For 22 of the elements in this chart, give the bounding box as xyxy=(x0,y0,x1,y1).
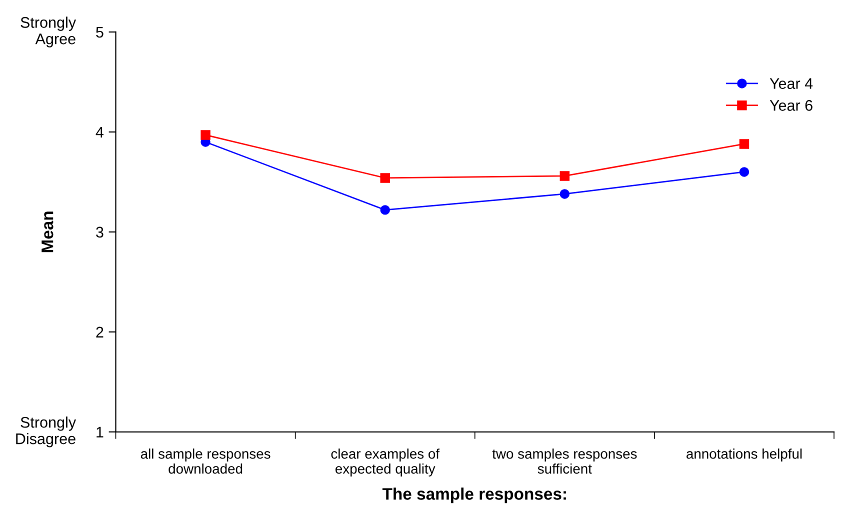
x-tick-label: annotations helpful xyxy=(686,448,802,462)
y-tick-label: 4 xyxy=(96,126,104,138)
y-tick-label: 1 xyxy=(96,426,104,438)
point xyxy=(739,139,750,149)
x-tick-label: two samples responses sufficient xyxy=(492,448,637,474)
point xyxy=(200,130,210,140)
y-tick-label: 2 xyxy=(96,326,104,338)
x-axis-title: The sample responses: xyxy=(382,488,566,504)
x-tick-label: all sample responses downloaded xyxy=(140,448,270,474)
point xyxy=(560,189,570,199)
legend-label: Year 6 xyxy=(770,100,812,111)
x-tick-label: clear examples of expected quality xyxy=(331,448,440,476)
point xyxy=(560,171,570,181)
point xyxy=(739,167,750,177)
y-tick-label: 5 xyxy=(96,27,104,38)
text: Strongly Agree xyxy=(20,16,76,48)
text: Strongly Disagree xyxy=(16,416,76,448)
point xyxy=(380,173,390,183)
legend-label: Year 4 xyxy=(770,78,813,89)
y-axis-title: Mean xyxy=(42,212,54,252)
point xyxy=(380,205,390,215)
y-tick-label: 3 xyxy=(96,226,104,238)
